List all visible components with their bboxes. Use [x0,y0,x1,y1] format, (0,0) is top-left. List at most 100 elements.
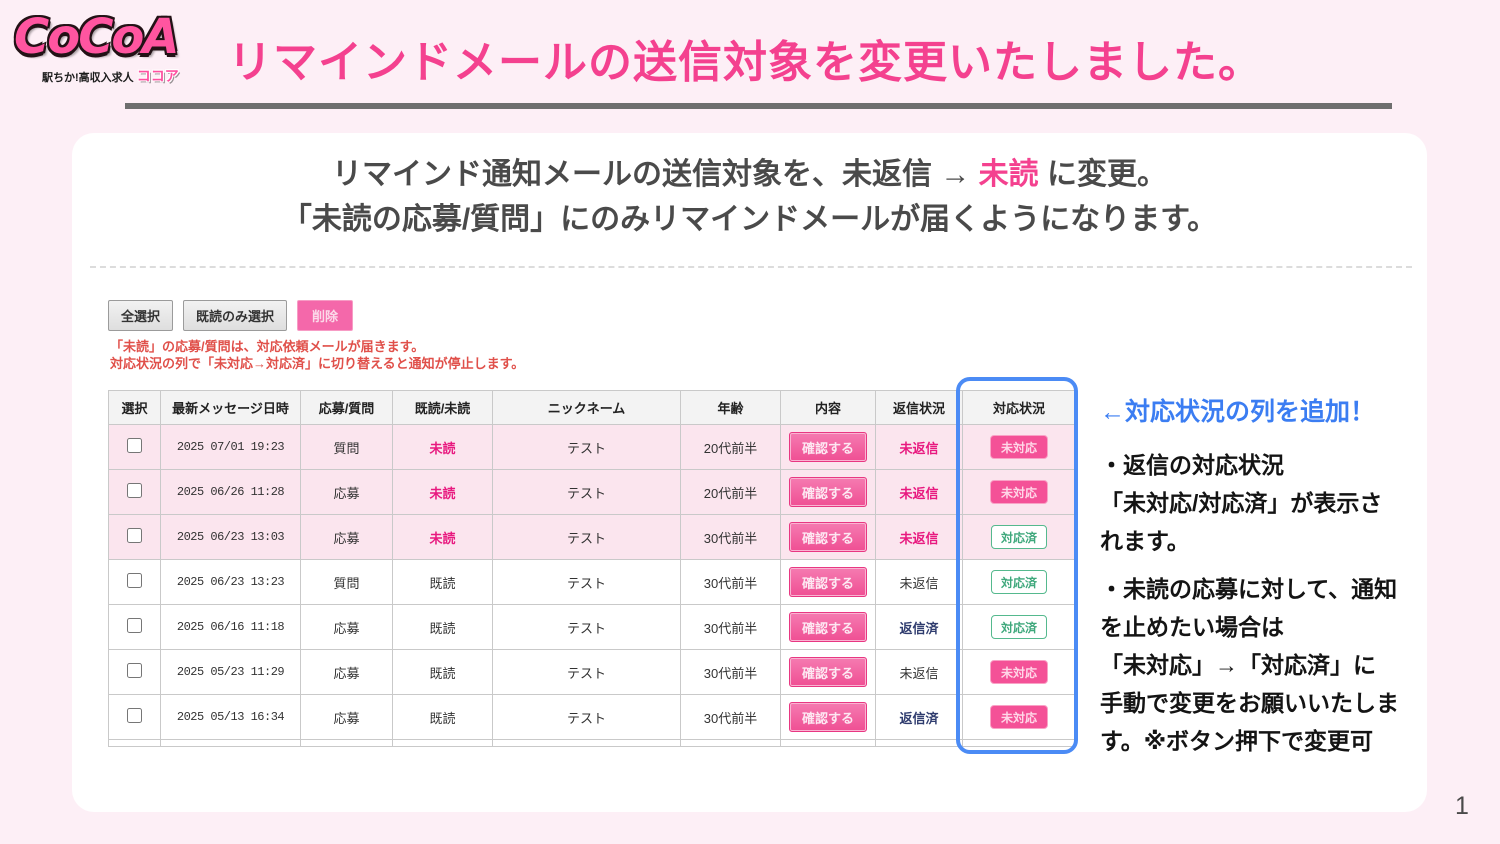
cell-type: 応募 [300,469,393,515]
cell-datetime: 2025 06/16 11:18 [160,604,301,650]
handling-status-button[interactable]: 対応済 [991,525,1047,549]
notice-line2: 対応状況の列で「未対応→対応済」に切り替えると通知が停止します。 [110,356,525,371]
confirm-button[interactable]: 確認する [789,657,867,687]
row-checkbox[interactable] [127,483,142,498]
annotation-headline: ←対応状況の列を追加！ [1100,398,1376,426]
handling-status-button[interactable]: 未対応 [990,480,1048,504]
annotation-bullet-2: ・未読の応募に対して、通知 を止めたい場合は 「未対応」→「対応済」に 手動で変… [1100,576,1399,754]
cell-read-status: 既読 [392,694,493,740]
row-checkbox[interactable] [127,708,142,723]
cell-type: 応募 [300,514,393,560]
cell-reply-status: 未返信 [875,649,963,695]
cell-nickname: テスト [492,604,681,650]
cell-age: 30代前半 [680,559,781,605]
table-row-partial [108,739,1076,747]
row-checkbox[interactable] [127,663,142,678]
messages-table: 選択 最新メッセージ日時 応募/質問 既読/未読 ニックネーム 年齢 内容 返信… [108,390,1076,747]
cell-reply-status: 未返信 [875,559,963,605]
cell-reply-status: 未返信 [875,514,963,560]
confirm-button[interactable]: 確認する [789,567,867,597]
cell-nickname: テスト [492,469,681,515]
cell-reply-status: 未返信 [875,424,963,470]
cell-age: 20代前半 [680,469,781,515]
cell-age: 30代前半 [680,514,781,560]
page-number: 1 [1455,792,1469,820]
cell-age: 20代前半 [680,424,781,470]
handling-status-button[interactable]: 未対応 [990,435,1048,459]
cell-nickname: テスト [492,694,681,740]
cell-nickname: テスト [492,559,681,605]
cell-reply-status: 未返信 [875,469,963,515]
delete-button[interactable]: 削除 [297,300,354,331]
intro-highlight: 未読 [978,158,1039,191]
intro-line1: リマインド通知メールの送信対象を、未返信 → 未読 に変更。 [331,158,1167,191]
cell-type: 質問 [300,424,393,470]
cell-read-status: 既読 [392,649,493,695]
cell-type: 応募 [300,604,393,650]
annotation-bullet-1: ・返信の対応状況 「未対応/対応済」が表示さ れます。 [1100,452,1383,554]
intro-text: リマインド通知メールの送信対象を、未返信 → 未読 に変更。 「未読の応募/質問… [72,152,1427,242]
cell-datetime: 2025 06/26 11:28 [160,469,301,515]
cell-read-status: 未読 [392,514,493,560]
cell-datetime: 2025 05/23 11:29 [160,649,301,695]
cell-nickname: テスト [492,514,681,560]
cell-read-status: 既読 [392,604,493,650]
logo-wordmark: CoCoA [14,9,180,65]
col-header-handling-status: 対応状況 [962,390,1076,425]
table-row: 2025 07/01 19:23 質問 未読 テスト 20代前半 確認する 未返… [108,424,1076,470]
cell-reply-status: 返信済 [875,604,963,650]
confirm-button[interactable]: 確認する [789,432,867,462]
cell-datetime: 2025 06/23 13:23 [160,559,301,605]
confirm-button[interactable]: 確認する [789,477,867,507]
table-row: 2025 06/23 13:23 質問 既読 テスト 30代前半 確認する 未返… [108,559,1076,605]
col-header-select: 選択 [108,390,161,425]
intro-line2: 「未読の応募/質問」にのみリマインドメールが届くようになります。 [281,203,1218,236]
col-header-type: 応募/質問 [300,390,393,425]
table-header-row: 選択 最新メッセージ日時 応募/質問 既読/未読 ニックネーム 年齢 内容 返信… [108,390,1076,425]
cell-type: 応募 [300,694,393,740]
cell-datetime: 2025 07/01 19:23 [160,424,301,470]
col-header-nickname: ニックネーム [492,390,681,425]
cell-age: 30代前半 [680,604,781,650]
cell-type: 応募 [300,649,393,695]
table-row: 2025 06/26 11:28 応募 未読 テスト 20代前半 確認する 未返… [108,469,1076,515]
page-title: リマインドメールの送信対象を変更いたしました。 [228,38,1263,87]
title-underline [125,103,1392,109]
cell-reply-status: 返信済 [875,694,963,740]
handling-status-button[interactable]: 未対応 [990,705,1048,729]
logo-tagline: 駅ちか!高収入求人 ココア [42,68,179,84]
handling-status-button[interactable]: 対応済 [991,615,1047,639]
select-read-only-button[interactable]: 既読のみ選択 [183,300,288,331]
row-checkbox[interactable] [127,618,142,633]
cocoa-logo: CoCoA 駅ちか!高収入求人 ココア [14,10,209,98]
cell-datetime: 2025 05/13 16:34 [160,694,301,740]
row-checkbox[interactable] [127,573,142,588]
col-header-datetime: 最新メッセージ日時 [160,390,301,425]
table-row: 2025 05/23 11:29 応募 既読 テスト 30代前半 確認する 未返… [108,649,1076,695]
dashed-divider [90,266,1412,268]
row-checkbox[interactable] [127,528,142,543]
col-header-age: 年齢 [680,390,781,425]
notice-line1: 「未読」の応募/質問は、対応依頼メールが届きます。 [110,339,425,354]
col-header-read: 既読/未読 [392,390,493,425]
confirm-button[interactable]: 確認する [789,522,867,552]
table-row: 2025 05/13 16:34 応募 既読 テスト 30代前半 確認する 返信… [108,694,1076,740]
cell-read-status: 未読 [392,424,493,470]
cell-read-status: 既読 [392,559,493,605]
notice-text: 「未読」の応募/質問は、対応依頼メールが届きます。 対応状況の列で「未対応→対応… [110,338,524,372]
confirm-button[interactable]: 確認する [789,612,867,642]
toolbar: 全選択 既読のみ選択 削除 [108,300,354,331]
select-all-button[interactable]: 全選択 [108,300,174,331]
table-row: 2025 06/16 11:18 応募 既読 テスト 30代前半 確認する 返信… [108,604,1076,650]
handling-status-button[interactable]: 対応済 [991,570,1047,594]
col-header-content: 内容 [780,390,876,425]
cell-type: 質問 [300,559,393,605]
row-checkbox[interactable] [127,438,142,453]
logo-tagline-kana: ココア [136,68,179,84]
col-header-reply-status: 返信状況 [875,390,963,425]
confirm-button[interactable]: 確認する [789,702,867,732]
handling-status-button[interactable]: 未対応 [990,660,1048,684]
table-row: 2025 06/23 13:03 応募 未読 テスト 30代前半 確認する 未返… [108,514,1076,560]
cell-age: 30代前半 [680,694,781,740]
cell-nickname: テスト [492,424,681,470]
